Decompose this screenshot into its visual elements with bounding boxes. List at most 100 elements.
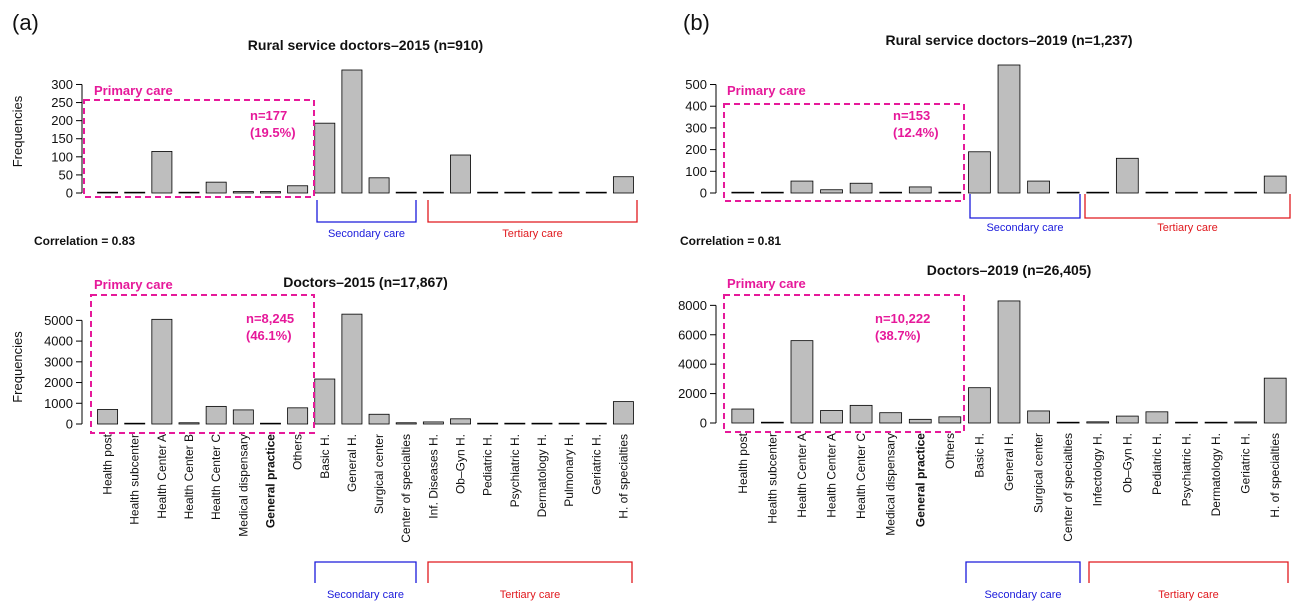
primary-care-box xyxy=(723,294,965,433)
x-tick-label: Others xyxy=(943,433,957,469)
y-tick-label: 5000 xyxy=(44,313,73,328)
bar xyxy=(477,422,499,425)
primary-care-percent: (46.1%) xyxy=(246,328,292,343)
y-tick-label: 200 xyxy=(685,142,707,157)
y-tick-label: 8000 xyxy=(678,298,707,313)
primary-care-label: Primary care xyxy=(727,276,806,291)
x-tick-label: Health subcenter xyxy=(765,433,779,524)
x-tick-label: General practice xyxy=(913,433,927,527)
primary-care-box xyxy=(83,99,315,198)
bar xyxy=(1115,157,1139,194)
bar xyxy=(97,409,119,425)
bar xyxy=(151,150,173,194)
bar xyxy=(558,422,580,425)
bar xyxy=(820,189,843,194)
tertiary-care-bracket xyxy=(1088,561,1289,583)
y-tick-label: 200 xyxy=(51,113,73,128)
tertiary-care-bracket xyxy=(427,561,633,583)
tertiary-care-label: Tertiary care xyxy=(1158,589,1219,601)
panel-label-a: (a) xyxy=(12,10,39,35)
y-tick-label: 6000 xyxy=(678,327,707,342)
bar xyxy=(1175,191,1198,194)
secondary-care-bracket xyxy=(314,561,417,583)
bar xyxy=(968,151,991,194)
bar xyxy=(558,191,580,194)
primary-care-label: Primary care xyxy=(727,83,806,98)
x-tick-label: Basic H. xyxy=(972,433,986,478)
bar xyxy=(1263,175,1287,194)
x-tick-label: Center of specialties xyxy=(399,434,413,543)
x-tick-label: Health Center A xyxy=(825,433,839,518)
secondary-care-bracket xyxy=(965,561,1081,583)
charts-group: Rural service doctors–2015 (n=910) 0 50 100… xyxy=(10,32,1291,601)
bar xyxy=(820,410,843,424)
x-tick-label: Medical dispensary xyxy=(884,433,898,536)
y-tick-label: 300 xyxy=(51,77,73,92)
bar xyxy=(612,401,634,425)
bar xyxy=(1204,191,1228,194)
chart-title: Doctors–2015 (n=17,867) xyxy=(283,274,448,290)
x-tick-label: Basic H. xyxy=(318,434,332,479)
chart-1: Rural service doctors–2015 (n=910) 0 50 100… xyxy=(10,37,638,240)
bar xyxy=(938,416,962,424)
secondary-care-label: Secondary care xyxy=(328,228,405,240)
bar xyxy=(997,64,1021,194)
bar xyxy=(761,421,784,424)
x-tick-label: Health Center A xyxy=(155,434,169,519)
y-tick-label: 2000 xyxy=(44,375,73,390)
y-tick-label: 150 xyxy=(51,131,73,146)
primary-care-count: n=10,222 xyxy=(875,311,930,326)
tertiary-care-label: Tertiary care xyxy=(500,589,561,601)
bar xyxy=(205,181,227,194)
bar xyxy=(908,186,932,194)
x-tick-label: Dermatology H. xyxy=(1209,433,1223,516)
x-tick-label: Psychiatric H. xyxy=(1179,433,1193,506)
x-tick-label: Ob–Gyn H. xyxy=(1120,433,1134,493)
bar xyxy=(341,69,363,194)
bar xyxy=(341,313,363,425)
bar xyxy=(314,122,336,194)
bar xyxy=(585,422,607,425)
x-tick-label: Pulmonary H. xyxy=(562,434,576,507)
bar xyxy=(477,191,499,194)
correlation-a: Correlation = 0.83 xyxy=(34,234,135,248)
bar xyxy=(612,176,634,194)
bar xyxy=(395,191,417,194)
bar xyxy=(1086,421,1110,424)
y-tick-label: 2000 xyxy=(678,386,707,401)
bar xyxy=(761,191,784,194)
y-tick-label: 100 xyxy=(685,164,707,179)
panel-label-b: (b) xyxy=(683,10,710,35)
primary-care-box xyxy=(90,294,315,434)
bar xyxy=(879,412,903,424)
x-tick-label: H. of specialties xyxy=(616,434,630,519)
bar xyxy=(790,180,814,194)
chart-title: Rural service doctors–2019 (n=1,237) xyxy=(885,32,1132,48)
primary-care-percent: (12.4%) xyxy=(893,125,939,140)
x-tick-label: Center of specialties xyxy=(1061,433,1075,542)
x-tick-label: Health Center C xyxy=(854,433,868,519)
bar xyxy=(287,407,309,425)
y-axis-label: Frequencies xyxy=(10,95,25,167)
bar xyxy=(260,422,281,425)
bar xyxy=(504,422,526,425)
y-tick-label: 0 xyxy=(66,186,73,201)
x-tick-label: Surgical center xyxy=(372,434,386,514)
secondary-care-label: Secondary care xyxy=(984,589,1061,601)
bar xyxy=(908,418,932,424)
y-tick-label: 250 xyxy=(51,95,73,110)
x-tick-label: Geriatric H. xyxy=(1239,433,1253,494)
primary-care-label: Primary care xyxy=(94,277,173,292)
x-tick-label: H. of specialties xyxy=(1268,433,1282,518)
x-tick-label: Health post xyxy=(101,433,115,494)
x-tick-label: Surgical center xyxy=(1032,433,1046,513)
y-tick-label: 400 xyxy=(685,99,707,114)
bar xyxy=(395,422,417,425)
y-tick-label: 3000 xyxy=(44,354,73,369)
y-tick-label: 0 xyxy=(66,417,73,432)
bar xyxy=(1234,191,1257,194)
bar xyxy=(450,154,471,194)
x-tick-label: Dermatology H. xyxy=(535,434,549,517)
y-tick-label: 50 xyxy=(59,167,73,182)
